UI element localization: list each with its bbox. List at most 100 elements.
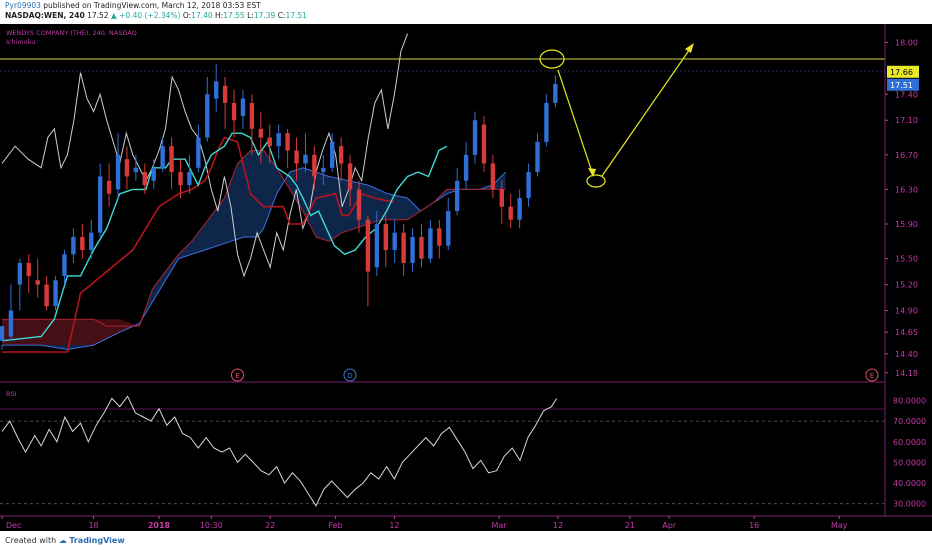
candle-body xyxy=(383,224,388,250)
time-tick-label: 21 xyxy=(625,521,635,530)
arrow-up-head xyxy=(685,43,694,53)
candle-body xyxy=(544,102,549,142)
candle-body xyxy=(240,98,246,116)
tradingview-brand[interactable]: TradingView xyxy=(69,536,125,545)
price-badge-upper-bg xyxy=(887,65,919,78)
time-tick-label: Mar xyxy=(492,521,508,530)
chart-background xyxy=(0,24,932,531)
price-tick-label: 18.00 xyxy=(895,38,918,47)
change-up-icon: ▲ xyxy=(110,11,117,20)
rsi-pane-title: RSI xyxy=(6,390,17,398)
symbol-label: NASDAQ:WEN, 240 xyxy=(5,11,85,20)
high-label: H: xyxy=(215,11,224,20)
candle-body xyxy=(401,232,406,263)
price-tick-label: 14.65 xyxy=(895,328,918,337)
arrow-up-line xyxy=(601,45,693,177)
low-label: L: xyxy=(247,11,254,20)
price-badge-lower-bg xyxy=(887,78,919,91)
candle-body xyxy=(115,154,121,190)
price-tick-label: 17.40 xyxy=(895,90,918,99)
kijun-sen xyxy=(2,136,395,353)
created-footer: Created with ☁ TradingView xyxy=(0,531,932,550)
candle-body xyxy=(472,120,478,155)
candle-body xyxy=(258,128,264,138)
chart-legend-indicator: Ichimoku xyxy=(6,38,35,46)
highlight-circle-top xyxy=(539,49,565,69)
rsi-tick-label: 40.0000 xyxy=(893,479,926,488)
low-value: 17.39 xyxy=(253,11,276,20)
rsi-tick-label: 30.0000 xyxy=(893,500,926,509)
arrow-down-head xyxy=(588,168,596,177)
time-tick-label: May xyxy=(831,521,848,530)
event-marker xyxy=(230,368,244,382)
rsi-line xyxy=(1,395,558,507)
publish-info: published on TradingView.com, March 12, … xyxy=(43,1,261,10)
candle-body xyxy=(213,81,219,99)
candle-body xyxy=(526,172,531,199)
open-value: 17.40 xyxy=(191,11,213,20)
candle-body xyxy=(160,146,165,168)
candle-body xyxy=(392,232,397,250)
candle-body xyxy=(330,141,335,168)
candle-body xyxy=(356,189,362,220)
price-tick-label: 17.10 xyxy=(895,116,918,125)
event-marker-label: E xyxy=(235,372,239,380)
chikou-span xyxy=(1,33,408,278)
highlight-circle-cloud xyxy=(586,174,606,188)
time-tick-label: 10:30 xyxy=(200,521,223,530)
close-label: C: xyxy=(277,11,286,20)
price-tick-label: 14.90 xyxy=(895,307,918,316)
candle-body xyxy=(205,94,210,138)
price-tick-label: 14.18 xyxy=(895,369,918,378)
publish-header: Pyr09903 published on TradingView.com, M… xyxy=(0,0,932,24)
candle-body xyxy=(490,163,496,190)
senkou-span-b xyxy=(2,150,506,327)
candle-body xyxy=(517,198,522,220)
candle-body xyxy=(365,219,371,272)
candle-body xyxy=(321,167,326,173)
candle-body xyxy=(294,150,299,164)
time-tick-label: 2018 xyxy=(148,521,171,530)
rsi-tick-label: 50.0000 xyxy=(893,458,926,467)
tradingview-cloud-icon: ☁ xyxy=(58,536,67,545)
event-marker xyxy=(343,368,357,382)
price-badge-upper: 17.66 xyxy=(890,68,913,77)
time-tick-label: 12 xyxy=(553,521,563,530)
cloud-fill xyxy=(2,150,506,350)
candles xyxy=(0,64,558,350)
arrow-down-line xyxy=(557,69,594,176)
candle-body xyxy=(249,102,255,129)
candle-body xyxy=(196,137,201,168)
candle-body xyxy=(89,232,94,250)
candle-body xyxy=(499,189,504,207)
candle-body xyxy=(481,124,487,164)
author-link[interactable]: Pyr09903 xyxy=(5,1,41,10)
candle-body xyxy=(410,237,415,263)
time-tick-label: 16 xyxy=(749,521,759,530)
candle-body xyxy=(285,133,290,151)
time-tick-label: 22 xyxy=(265,521,275,530)
price-tick-label: 16.70 xyxy=(895,151,918,160)
candle-body xyxy=(374,224,380,268)
candle-body xyxy=(17,262,23,285)
chart-legend-title: WENDYS COMPANY (THE), 240, NASDAQ xyxy=(6,29,137,37)
candle-body xyxy=(44,284,49,307)
candle-body xyxy=(169,146,174,173)
high-value: 17.55 xyxy=(223,11,245,20)
candle-body xyxy=(267,137,272,147)
time-tick-label: Apr xyxy=(662,521,677,530)
candle-body xyxy=(97,176,103,233)
candle-body xyxy=(133,167,139,173)
candle-body xyxy=(535,141,540,173)
candle-body xyxy=(80,237,85,250)
candle-body xyxy=(338,146,344,164)
candle-body xyxy=(276,133,281,147)
candle-body xyxy=(26,262,31,276)
time-tick-label: Dec xyxy=(6,521,21,530)
price-tick-label: 16.30 xyxy=(895,185,918,194)
candle-body xyxy=(35,280,40,285)
price-tick-label: 14.40 xyxy=(895,350,918,359)
